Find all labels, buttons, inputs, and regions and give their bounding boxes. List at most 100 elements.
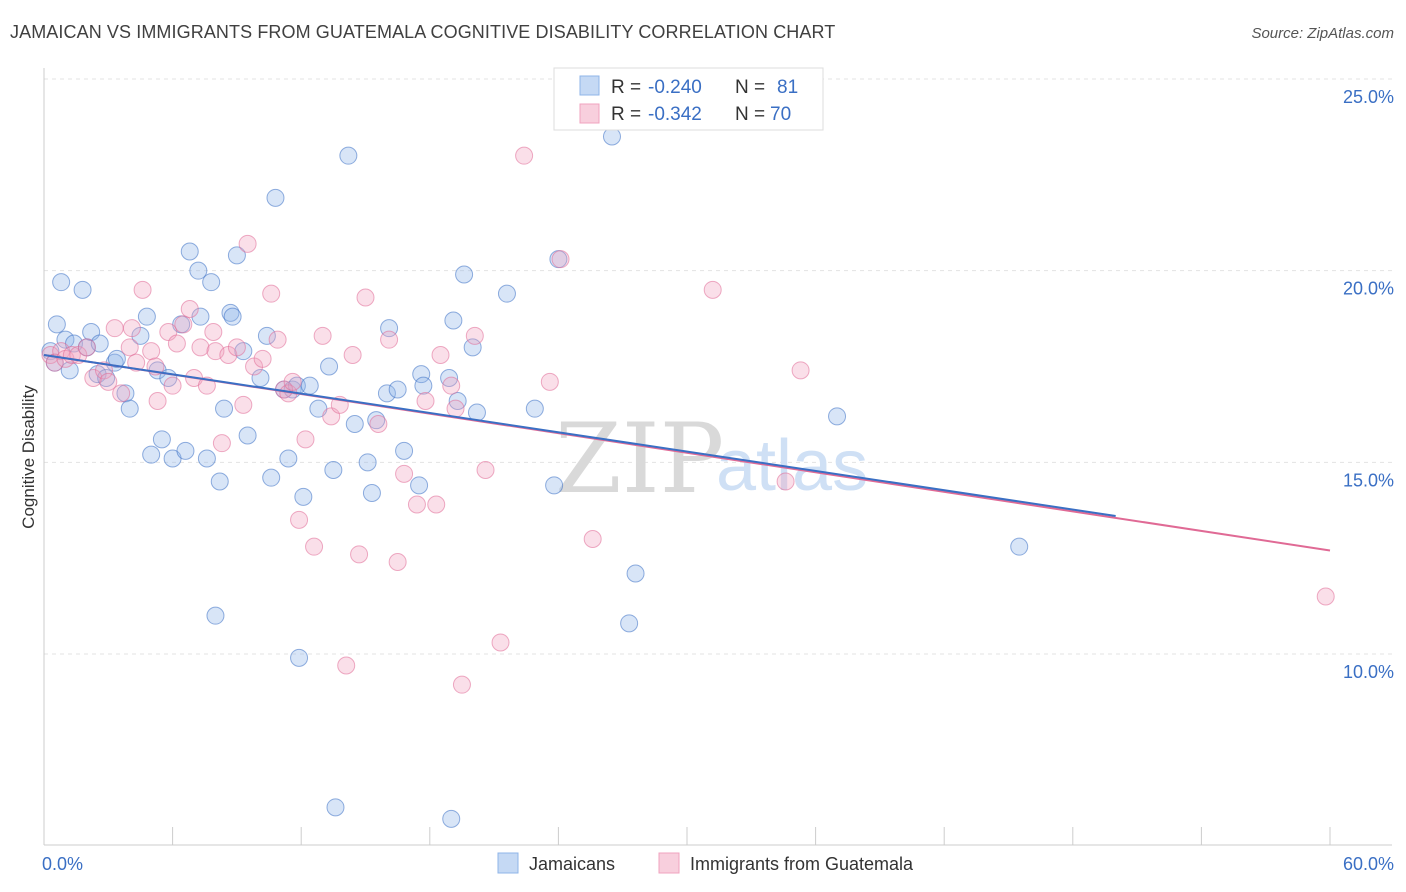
- guatemala-point-68: [583, 530, 602, 548]
- guatemala-point-60: [446, 399, 465, 418]
- y-tick-label-2: 20.0%: [1343, 279, 1394, 299]
- jamaicans-point-54: [339, 146, 358, 165]
- guatemala-point-61: [452, 675, 471, 694]
- guatemala-point-1: [45, 353, 64, 372]
- bottom-legend-swatch-guatemala: [658, 852, 680, 874]
- watermark-atlas: atlas: [716, 426, 868, 506]
- series-jamaicans-points: [41, 127, 1029, 828]
- jamaicans-point-74: [525, 399, 544, 418]
- jamaicans-point-80: [828, 407, 847, 426]
- guatemala-point-13: [122, 319, 141, 338]
- x-tick-min: 0.0%: [42, 854, 83, 874]
- jamaicans-point-64: [412, 365, 431, 384]
- legend-n-label-pink: N =: [735, 104, 765, 125]
- jamaicans-point-31: [206, 606, 225, 625]
- guatemala-point-21: [167, 334, 186, 353]
- trend-line-jamaicans: [43, 354, 1116, 517]
- jamaicans-point-67: [444, 311, 463, 330]
- guatemala-point-37: [268, 330, 287, 349]
- jamaicans-point-28: [191, 307, 210, 326]
- guatemala-point-32: [234, 395, 253, 414]
- top-legend: R = -0.240 N = 81 R = -0.342 N = 70: [553, 67, 824, 131]
- jamaicans-point-5: [60, 361, 79, 380]
- y-tick-label-0: 10.0%: [1343, 662, 1394, 682]
- chart-title: JAMAICAN VS IMMIGRANTS FROM GUATEMALA CO…: [10, 22, 836, 42]
- guatemala-point-53: [388, 553, 407, 571]
- jamaicans-point-47: [290, 648, 309, 667]
- jamaicans-point-63: [410, 476, 429, 495]
- jamaicans-point-56: [358, 453, 377, 472]
- axes: [43, 68, 1392, 846]
- guatemala-point-65: [515, 146, 534, 165]
- guatemala-point-16: [142, 342, 161, 361]
- bottom-legend: Jamaicans Immigrants from Guatemala: [497, 852, 914, 874]
- guatemala-point-62: [465, 326, 484, 345]
- guatemala-point-31: [227, 338, 246, 357]
- jamaicans-point-29: [197, 449, 216, 468]
- jamaicans-point-21: [152, 430, 171, 449]
- jamaicans-point-32: [210, 472, 229, 491]
- jamaicans-point-70: [463, 338, 482, 357]
- guatemala-point-47: [337, 656, 356, 675]
- jamaicans-point-2: [47, 315, 66, 334]
- x-tick-max: 60.0%: [1343, 854, 1394, 874]
- jamaicans-point-35: [223, 307, 242, 326]
- guatemala-point-33: [238, 234, 257, 253]
- jamaicans-point-81: [1010, 537, 1029, 556]
- jamaicans-point-4: [56, 330, 75, 349]
- guatemala-point-43: [305, 537, 324, 556]
- jamaicans-point-78: [620, 614, 639, 633]
- jamaicans-point-53: [326, 798, 345, 817]
- guatemala-point-72: [1316, 587, 1335, 606]
- guatemala-point-14: [127, 353, 146, 372]
- jamaicans-point-25: [176, 441, 195, 460]
- jamaicans-point-26: [180, 242, 199, 261]
- jamaicans-point-57: [362, 484, 381, 502]
- guatemala-point-27: [204, 323, 223, 341]
- guatemala-point-40: [283, 372, 302, 391]
- jamaicans-point-75: [545, 476, 564, 495]
- guatemala-point-25: [191, 338, 210, 357]
- y-tick-label-3: 25.0%: [1343, 87, 1394, 107]
- jamaicans-point-69: [455, 265, 474, 284]
- guatemala-point-9: [99, 372, 118, 391]
- guatemala-point-7: [84, 369, 103, 387]
- guatemala-point-18: [148, 392, 167, 410]
- jamaicans-point-18: [137, 307, 156, 326]
- legend-r-label-pink: R =: [611, 104, 641, 125]
- jamaicans-point-36: [227, 246, 246, 265]
- guatemala-point-49: [350, 545, 369, 564]
- guatemala-point-36: [262, 284, 281, 303]
- guatemala-point-59: [442, 376, 461, 395]
- jamaicans-point-66: [440, 369, 459, 387]
- guatemala-point-67: [551, 250, 570, 269]
- jamaicans-point-61: [388, 380, 407, 399]
- legend-n-value-pink: 70: [770, 104, 791, 125]
- jamaicans-point-68: [448, 392, 467, 410]
- bottom-legend-guatemala: Immigrants from Guatemala: [690, 854, 914, 874]
- source-label: Source: ZipAtlas.com: [1251, 25, 1394, 42]
- jamaicans-point-14: [107, 349, 126, 368]
- jamaicans-point-44: [279, 449, 298, 468]
- watermark-zip: ZIP: [555, 403, 724, 515]
- jamaicans-point-48: [294, 487, 313, 506]
- guatemala-point-22: [174, 315, 193, 334]
- guatemala-point-58: [431, 346, 450, 364]
- jamaicans-point-38: [238, 426, 257, 445]
- jamaicans-point-3: [52, 273, 71, 292]
- legend-r-label-blue: R =: [611, 77, 641, 98]
- jamaicans-point-42: [266, 188, 285, 207]
- jamaicans-point-40: [257, 326, 276, 345]
- guatemala-point-8: [95, 361, 114, 380]
- bottom-legend-swatch-jamaicans: [497, 852, 519, 874]
- jamaicans-point-77: [602, 127, 621, 146]
- guatemala-point-20: [163, 376, 182, 395]
- jamaicans-point-55: [345, 415, 364, 433]
- guatemala-point-44: [313, 326, 332, 345]
- jamaicans-point-19: [142, 445, 161, 464]
- guatemala-point-10: [105, 319, 124, 338]
- guatemala-point-35: [253, 349, 272, 368]
- jamaicans-point-39: [251, 369, 270, 387]
- guatemala-point-56: [416, 392, 435, 410]
- trend-lines: [43, 354, 1331, 552]
